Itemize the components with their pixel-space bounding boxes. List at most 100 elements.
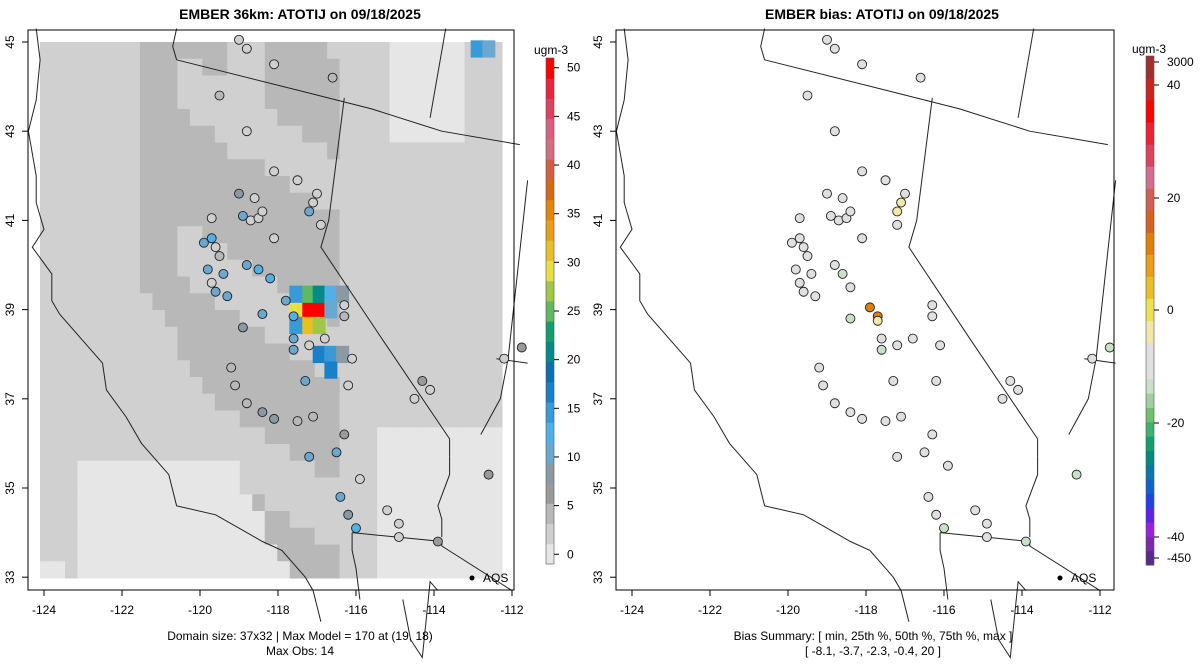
heatmap-cell [89, 92, 103, 110]
right-x-tick-label: -120 [776, 603, 800, 617]
heatmap-hotspot-cell [301, 316, 314, 335]
heatmap-cell [314, 427, 328, 445]
heatmap-cell [189, 527, 203, 545]
heatmap-cell [214, 494, 228, 512]
heatmap-cell [52, 427, 66, 445]
heatmap-cell [352, 460, 366, 478]
right-x-tick-label: -118 [854, 603, 877, 617]
heatmap-cell [52, 75, 66, 93]
heatmap-cell [377, 511, 391, 529]
heatmap-cell [139, 276, 153, 294]
heatmap-cell [414, 209, 428, 227]
heatmap-cell [77, 477, 91, 495]
heatmap-cell [477, 125, 491, 143]
heatmap-cell [77, 410, 91, 428]
heatmap-cell [452, 410, 466, 428]
heatmap-cell [164, 310, 178, 328]
heatmap-cell [89, 343, 103, 361]
heatmap-cell [40, 393, 53, 411]
right-observation-point [794, 213, 805, 224]
heatmap-cell [40, 243, 53, 261]
right-y-tick-label: 39 [591, 303, 605, 317]
heatmap-cell [89, 209, 103, 227]
heatmap-cell [214, 544, 228, 562]
right-colorbar-segment [1146, 407, 1154, 423]
right-colorbar-segment [1146, 276, 1154, 299]
heatmap-cell [214, 343, 228, 361]
heatmap-cell [177, 176, 191, 194]
heatmap-cell [127, 360, 141, 378]
right-observation-point [880, 416, 891, 427]
heatmap-cell [177, 276, 191, 294]
heatmap-cell [102, 293, 116, 311]
heatmap-cell [377, 444, 391, 462]
heatmap-cell [277, 477, 291, 495]
heatmap-cell [439, 393, 453, 411]
right-observation-point [1013, 384, 1024, 395]
heatmap-cell [389, 42, 403, 60]
heatmap-cell [427, 192, 441, 210]
heatmap-cell [277, 276, 291, 294]
heatmap-cell [477, 159, 491, 177]
heatmap-cell [40, 92, 53, 110]
heatmap-cell [389, 192, 403, 210]
right-observation-point [981, 532, 992, 543]
heatmap-cell [364, 159, 378, 177]
heatmap-cell [227, 176, 241, 194]
heatmap-cell [452, 460, 466, 478]
heatmap-cell [152, 494, 166, 512]
heatmap-cell [302, 511, 316, 529]
heatmap-cell [127, 544, 141, 562]
heatmap-cell [439, 243, 453, 261]
left-colorbar-tick-label: 40 [567, 158, 581, 172]
heatmap-cell [277, 243, 291, 261]
heatmap-cell [439, 527, 453, 545]
heatmap-cell [40, 109, 53, 127]
heatmap-cell [277, 360, 291, 378]
heatmap-cell [289, 58, 303, 76]
heatmap-cell [102, 460, 116, 478]
heatmap-cell [214, 377, 228, 395]
heatmap-cell [139, 527, 153, 545]
heatmap-cell [327, 377, 341, 395]
heatmap-cell [439, 142, 453, 160]
heatmap-cell [439, 58, 453, 76]
left-y-tick-label: 39 [3, 303, 17, 317]
heatmap-cell [427, 176, 441, 194]
right-observation-point [822, 34, 832, 45]
heatmap-cell [127, 125, 141, 143]
left-observation-point [206, 277, 217, 288]
heatmap-cell [289, 427, 303, 445]
left-observation-point [249, 193, 260, 204]
heatmap-cell [439, 109, 453, 127]
heatmap-cell [414, 192, 428, 210]
heatmap-cell [239, 192, 253, 210]
heatmap-cell [239, 427, 253, 445]
left-observation-point [265, 273, 276, 284]
heatmap-cell [177, 360, 191, 378]
heatmap-cell [352, 259, 366, 277]
right-colorbar-segment [1146, 298, 1154, 321]
left-footer-line2: Max Obs: 14 [265, 644, 335, 658]
heatmap-cell [364, 511, 378, 529]
right-x-tick-label: -122 [698, 603, 722, 617]
heatmap-cell [164, 42, 178, 60]
heatmap-cell [64, 511, 78, 529]
heatmap-cell [327, 544, 341, 562]
heatmap-cell [389, 494, 403, 512]
heatmap-cell [339, 125, 353, 143]
heatmap-cell [64, 58, 78, 76]
heatmap-cell [40, 293, 53, 311]
heatmap-cell [52, 343, 66, 361]
heatmap-cell [289, 494, 303, 512]
right-observation-point [1104, 342, 1115, 353]
left-y-tick-label: 33 [3, 570, 17, 584]
heatmap-cell [314, 377, 328, 395]
heatmap-cell [127, 276, 141, 294]
heatmap-cell [352, 42, 366, 60]
heatmap-cell [352, 360, 366, 378]
heatmap-cell [139, 444, 153, 462]
heatmap-cell [414, 75, 428, 93]
heatmap-cell [264, 427, 278, 445]
heatmap-cell [427, 42, 441, 60]
